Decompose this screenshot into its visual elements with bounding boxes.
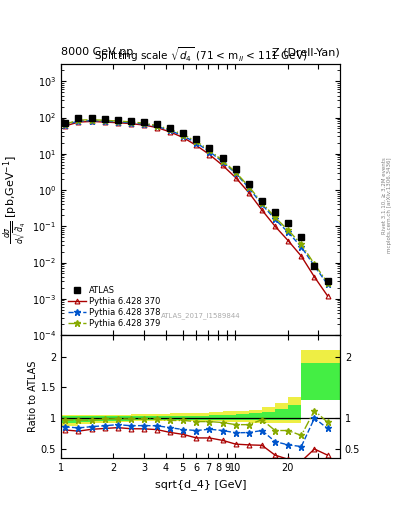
Title: Splitting scale $\sqrt{d_4}$ (71 < m$_{ll}$ < 111 GeV): Splitting scale $\sqrt{d_4}$ (71 < m$_{l…	[94, 45, 307, 64]
ATLAS	[102, 116, 107, 122]
Pythia 6.428 370	[233, 175, 238, 181]
Pythia 6.428 370	[89, 118, 94, 124]
Pythia 6.428 370	[102, 119, 107, 125]
Y-axis label: Ratio to ATLAS: Ratio to ATLAS	[28, 361, 38, 432]
Pythia 6.428 379	[286, 227, 290, 233]
Pythia 6.428 378	[194, 140, 199, 146]
Line: Pythia 6.428 379: Pythia 6.428 379	[61, 117, 331, 286]
ATLAS	[141, 119, 146, 125]
Pythia 6.428 379	[168, 126, 173, 133]
Pythia 6.428 378	[181, 133, 185, 139]
Pythia 6.428 370	[260, 207, 264, 213]
Pythia 6.428 370	[154, 124, 159, 131]
Pythia 6.428 379	[181, 132, 185, 138]
Legend: ATLAS, Pythia 6.428 370, Pythia 6.428 378, Pythia 6.428 379: ATLAS, Pythia 6.428 370, Pythia 6.428 37…	[65, 284, 163, 331]
Pythia 6.428 379	[102, 117, 107, 123]
ATLAS	[62, 120, 67, 126]
Pythia 6.428 378	[76, 118, 81, 124]
Pythia 6.428 370	[220, 162, 225, 168]
Pythia 6.428 379	[89, 117, 94, 123]
Y-axis label: $\frac{d\sigma}{d\sqrt{\tilde{d}_4}}$ [pb,GeV$^{-1}$]: $\frac{d\sigma}{d\sqrt{\tilde{d}_4}}$ [p…	[2, 155, 29, 244]
Pythia 6.428 370	[116, 120, 120, 126]
ATLAS	[207, 145, 212, 152]
Pythia 6.428 378	[116, 119, 120, 125]
Pythia 6.428 378	[154, 123, 159, 130]
Pythia 6.428 370	[273, 223, 277, 229]
Pythia 6.428 378	[168, 127, 173, 134]
Pythia 6.428 379	[141, 120, 146, 126]
Pythia 6.428 378	[312, 263, 317, 269]
Line: ATLAS: ATLAS	[62, 116, 331, 284]
Pythia 6.428 378	[207, 148, 212, 155]
Pythia 6.428 370	[141, 122, 146, 128]
ATLAS	[299, 234, 304, 240]
Pythia 6.428 379	[325, 280, 330, 286]
ATLAS	[181, 130, 185, 136]
ATLAS	[286, 220, 290, 226]
ATLAS	[325, 279, 330, 285]
Pythia 6.428 378	[299, 244, 304, 250]
ATLAS	[129, 118, 133, 124]
Pythia 6.428 379	[116, 118, 120, 124]
Pythia 6.428 370	[325, 293, 330, 299]
Pythia 6.428 378	[325, 281, 330, 287]
ATLAS	[154, 121, 159, 127]
Pythia 6.428 378	[260, 201, 264, 207]
Pythia 6.428 379	[154, 122, 159, 129]
Pythia 6.428 370	[76, 119, 81, 125]
ATLAS	[89, 115, 94, 121]
Text: 8000 GeV pp: 8000 GeV pp	[61, 47, 133, 57]
Pythia 6.428 379	[62, 121, 67, 127]
Pythia 6.428 379	[233, 169, 238, 175]
Line: Pythia 6.428 370: Pythia 6.428 370	[62, 119, 330, 298]
Pythia 6.428 370	[129, 120, 133, 126]
Pythia 6.428 370	[168, 129, 173, 135]
Pythia 6.428 370	[246, 189, 251, 196]
Pythia 6.428 378	[220, 159, 225, 165]
ATLAS	[220, 155, 225, 161]
ATLAS	[260, 198, 264, 204]
ATLAS	[233, 166, 238, 172]
Pythia 6.428 379	[220, 158, 225, 164]
X-axis label: sqrt{d_4} [GeV]: sqrt{d_4} [GeV]	[155, 479, 246, 489]
ATLAS	[194, 136, 199, 142]
Pythia 6.428 370	[181, 135, 185, 141]
Pythia 6.428 379	[207, 147, 212, 154]
ATLAS	[273, 209, 277, 215]
Pythia 6.428 370	[286, 238, 290, 244]
Pythia 6.428 370	[194, 142, 199, 148]
Pythia 6.428 378	[273, 217, 277, 223]
Pythia 6.428 379	[76, 117, 81, 123]
Text: ATLAS_2017_I1589844: ATLAS_2017_I1589844	[161, 313, 240, 319]
Text: Z (Drell-Yan): Z (Drell-Yan)	[272, 47, 340, 57]
Pythia 6.428 378	[246, 185, 251, 191]
ATLAS	[312, 263, 317, 269]
ATLAS	[168, 125, 173, 131]
Pythia 6.428 379	[273, 215, 277, 221]
Pythia 6.428 378	[62, 122, 67, 128]
ATLAS	[76, 115, 81, 121]
Pythia 6.428 379	[129, 119, 133, 125]
Pythia 6.428 378	[129, 120, 133, 126]
Pythia 6.428 379	[260, 200, 264, 206]
Pythia 6.428 370	[299, 253, 304, 259]
Pythia 6.428 378	[286, 229, 290, 236]
ATLAS	[116, 117, 120, 123]
Line: Pythia 6.428 378: Pythia 6.428 378	[61, 118, 331, 288]
ATLAS	[246, 181, 251, 187]
Pythia 6.428 378	[89, 118, 94, 124]
Pythia 6.428 379	[194, 138, 199, 144]
Pythia 6.428 379	[299, 241, 304, 247]
Pythia 6.428 378	[233, 170, 238, 176]
Pythia 6.428 378	[102, 118, 107, 124]
Pythia 6.428 370	[62, 123, 67, 129]
Text: Rivet 3.1.10, ≥ 3.2M events
mcplots.cern.ch [arXiv:1306.3436]: Rivet 3.1.10, ≥ 3.2M events mcplots.cern…	[382, 157, 392, 252]
Pythia 6.428 370	[207, 152, 212, 158]
Pythia 6.428 379	[312, 261, 317, 267]
Pythia 6.428 379	[246, 183, 251, 189]
Pythia 6.428 378	[141, 121, 146, 127]
Pythia 6.428 370	[312, 274, 317, 280]
